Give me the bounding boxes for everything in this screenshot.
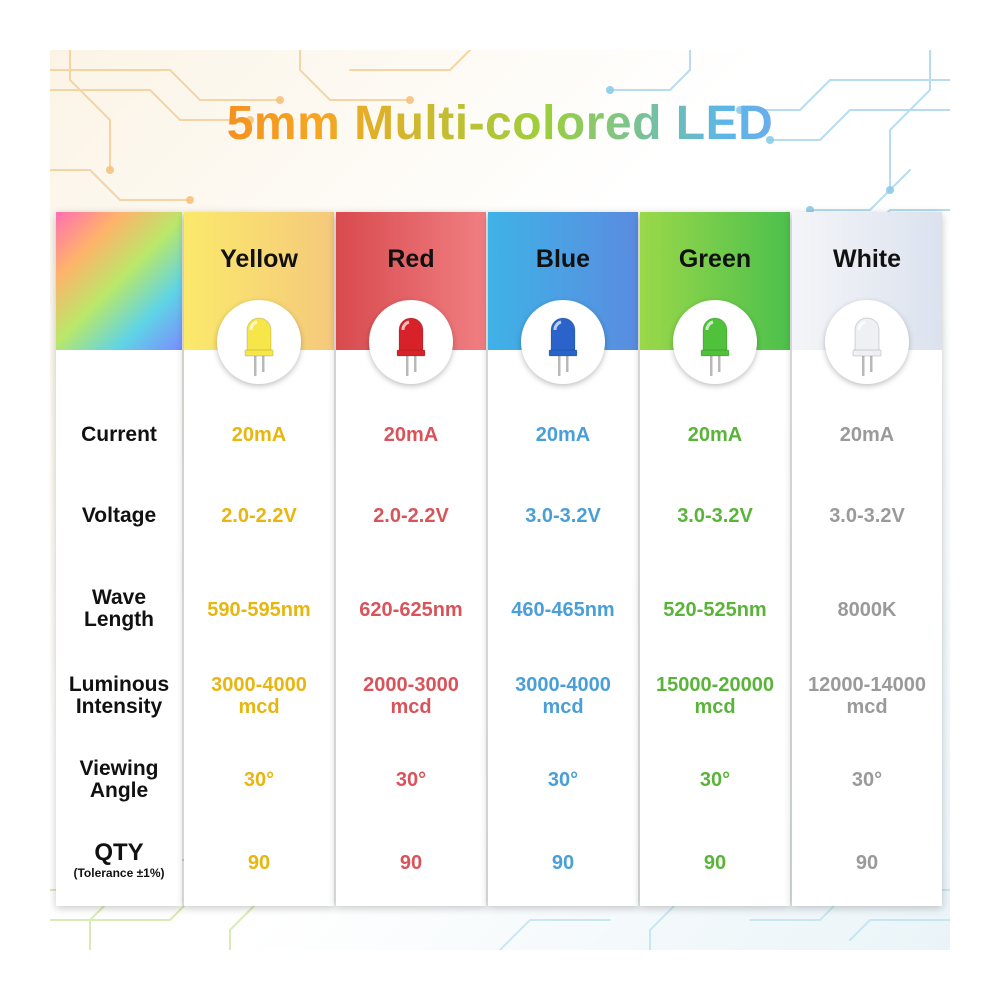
wave-length-value: 8000K: [837, 599, 897, 621]
spec-labels-column: Current Voltage Wave Length Luminous Inten…: [56, 212, 182, 906]
luminous-intensity-value: 15000-20000 mcd: [656, 674, 774, 718]
led-column-white: White 20mA 3.0-3.2V 8000K 12000-14000 mcd 3…: [792, 212, 942, 906]
luminous-intensity-value: 2000-3000 mcd: [363, 674, 459, 718]
viewing-angle-value: 30°: [699, 769, 731, 791]
current-value: 20mA: [383, 424, 439, 446]
wave-length-value: 460-465nm: [511, 599, 615, 621]
voltage-value: 2.0-2.2V: [373, 505, 449, 527]
led-column-blue: Blue 20mA 3.0-3.2V 460-465nm 3000-4000 mcd …: [488, 212, 638, 906]
product-banner: 5mm Multi-colored LED Current Voltage Wa…: [50, 50, 950, 950]
led-bulb-icon: [673, 300, 757, 384]
led-column-yellow: Yellow 20mA 2.0-2.2V 590-595nm 3000-4000 mc…: [184, 212, 334, 906]
label-wave-length: Wave Length: [84, 586, 154, 631]
led-column-red: Red 20mA 2.0-2.2V 620-625nm 2000-3000 mcd 3…: [336, 212, 486, 906]
qty-value: 90: [855, 852, 879, 874]
label-viewing-angle: Viewing Angle: [79, 757, 159, 802]
voltage-value: 3.0-3.2V: [525, 505, 601, 527]
current-value: 20mA: [687, 424, 743, 446]
viewing-angle-value: 30°: [851, 769, 883, 791]
led-bulb-icon: [217, 300, 301, 384]
label-voltage: Voltage: [81, 504, 157, 527]
qty-value: 90: [247, 852, 271, 874]
current-value: 20mA: [839, 424, 895, 446]
luminous-intensity-value: 3000-4000 mcd: [515, 674, 611, 718]
qty-value: 90: [551, 852, 575, 874]
voltage-value: 2.0-2.2V: [221, 505, 297, 527]
led-name-yellow: Yellow: [220, 245, 298, 273]
page-title: 5mm Multi-colored LED: [50, 96, 950, 151]
wave-length-value: 620-625nm: [359, 599, 463, 621]
led-bulb-icon: [369, 300, 453, 384]
led-header-yellow: Yellow: [184, 212, 334, 350]
current-value: 20mA: [231, 424, 287, 446]
luminous-intensity-value: 3000-4000 mcd: [211, 674, 307, 718]
voltage-value: 3.0-3.2V: [829, 505, 905, 527]
led-bulb-icon: [521, 300, 605, 384]
luminous-intensity-value: 12000-14000 mcd: [808, 674, 926, 718]
led-name-white: White: [832, 245, 902, 273]
led-column-green: Green 20mA 3.0-3.2V 520-525nm 15000-20000 m…: [640, 212, 790, 906]
qty-value: 90: [399, 852, 423, 874]
led-name-blue: Blue: [535, 245, 591, 273]
label-luminous-intensity: Luminous Intensity: [68, 673, 170, 718]
led-name-red: Red: [387, 245, 435, 273]
label-current: Current: [81, 423, 157, 446]
led-name-green: Green: [678, 245, 752, 273]
viewing-angle-value: 30°: [243, 769, 275, 791]
wave-length-value: 520-525nm: [663, 599, 767, 621]
label-tolerance: (Tolerance ±1%): [73, 866, 165, 880]
rainbow-swatch: [56, 212, 182, 350]
wave-length-value: 590-595nm: [207, 599, 311, 621]
viewing-angle-value: 30°: [395, 769, 427, 791]
viewing-angle-value: 30°: [547, 769, 579, 791]
voltage-value: 3.0-3.2V: [677, 505, 753, 527]
current-value: 20mA: [535, 424, 591, 446]
qty-value: 90: [703, 852, 727, 874]
led-bulb-icon: [825, 300, 909, 384]
label-qty: QTY (Tolerance ±1%): [56, 840, 182, 881]
